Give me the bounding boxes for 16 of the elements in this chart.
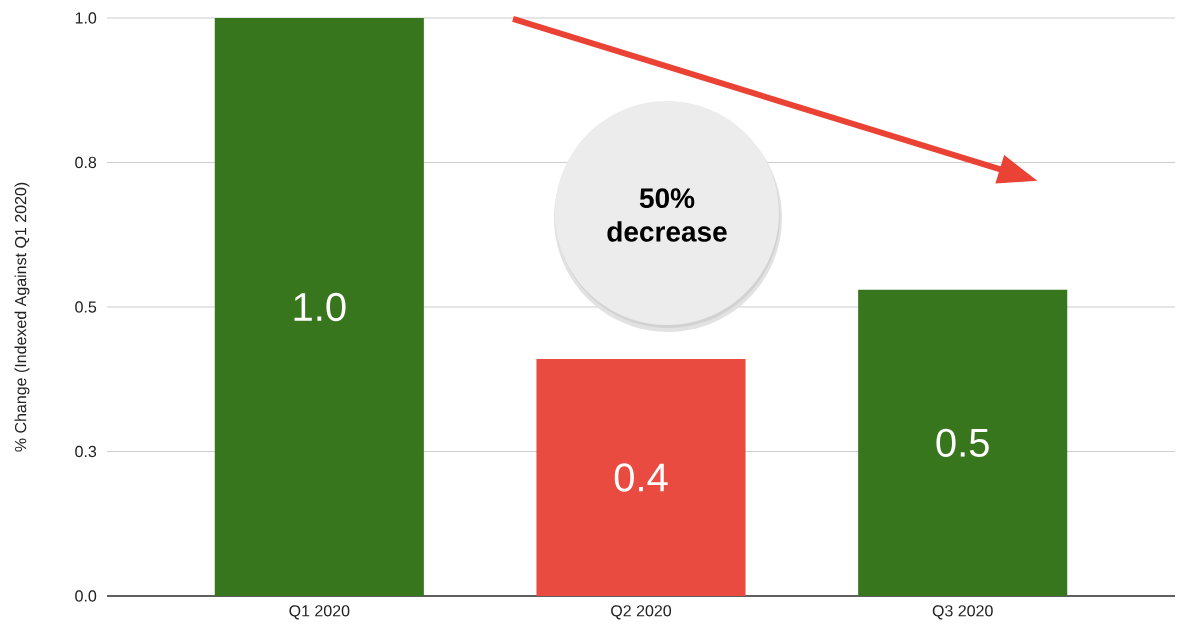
- x-tick-label: Q3 2020: [932, 605, 993, 620]
- data-label: 0.4: [614, 463, 668, 492]
- bar: [214, 17, 424, 596]
- y-tick-label: 0.0: [75, 590, 97, 602]
- y-tick-label: 0.5: [75, 301, 97, 313]
- data-label: 0.5: [936, 428, 989, 457]
- annotation: 50% decrease: [607, 188, 727, 242]
- y-tick-label: 1.0: [75, 12, 97, 24]
- bar: [858, 289, 1068, 596]
- y-axis-title: % Change (Indexed Against Q1 2020): [14, 182, 30, 452]
- data-label: 1.0: [294, 292, 346, 322]
- y-tick-label: 0.3: [75, 445, 97, 458]
- x-tick-label: Q2 2020: [611, 605, 672, 620]
- x-tick-label: Q1 2020: [289, 605, 350, 620]
- bar: [536, 359, 746, 596]
- y-tick-label: 0.8: [75, 156, 97, 169]
